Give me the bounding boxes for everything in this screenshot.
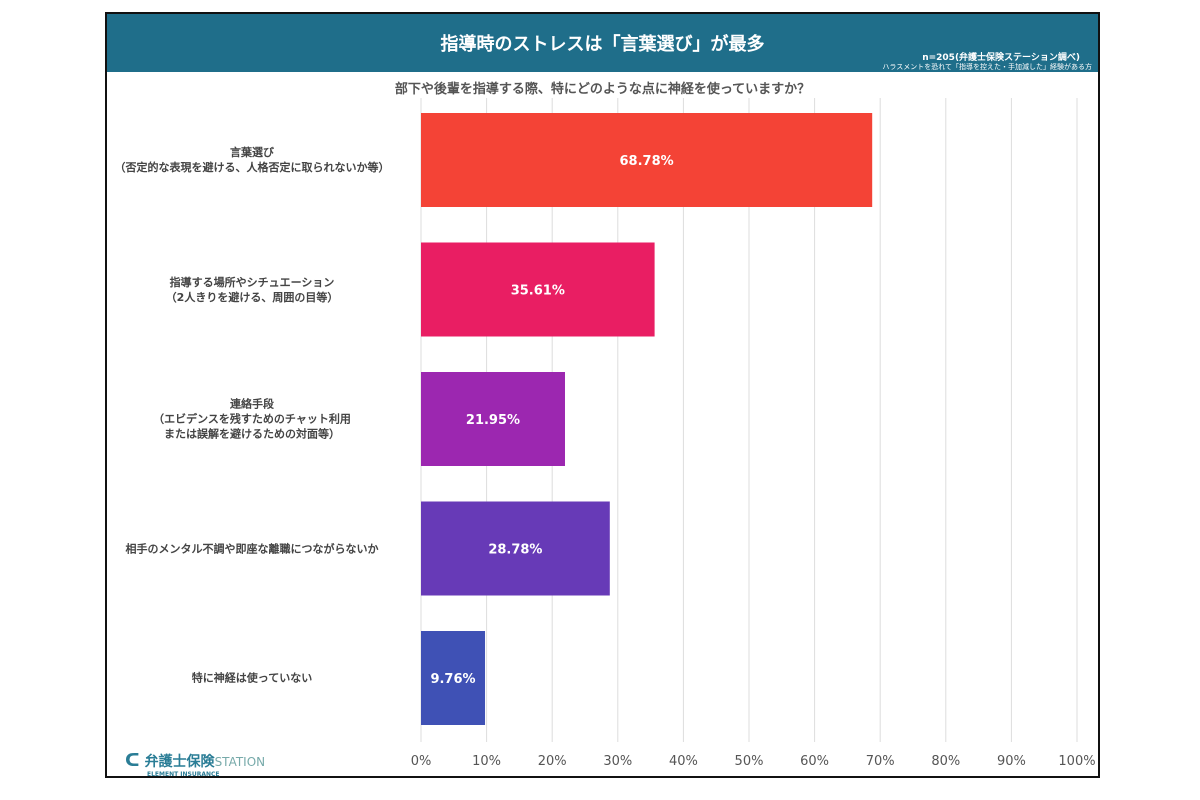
- logo-main: 弁護士保険: [144, 754, 215, 770]
- data-label: 9.76%: [430, 672, 475, 687]
- category-label: 相手のメンタル不調や即座な離職につながらないか: [92, 541, 412, 556]
- category-label-line: （2人きりを避ける、周囲の目等）: [165, 290, 339, 304]
- x-tick-label: 50%: [735, 754, 764, 769]
- category-label: 指導する場所やシチュエーション （2人きりを避ける、周囲の目等）: [92, 275, 412, 305]
- x-tick-label: 0%: [411, 754, 432, 769]
- category-label-line: 相手のメンタル不調や即座な離職につながらないか: [125, 542, 379, 555]
- category-label: 特に神経は使っていない: [92, 671, 412, 686]
- x-tick-label: 100%: [1058, 754, 1095, 769]
- data-label: 28.78%: [488, 543, 542, 558]
- logo: ᑕ 弁護士保険STATION ELEMENT INSURANCE: [125, 750, 265, 778]
- category-label-line: 特に神経は使っていない: [191, 671, 313, 685]
- bar: [421, 113, 873, 207]
- x-tick-label: 40%: [669, 754, 698, 769]
- category-label-line: 言葉選び: [230, 146, 274, 159]
- page-title: 指導時のストレスは「言葉選び」が最多: [440, 34, 765, 55]
- category-label-line: 指導する場所やシチュエーション: [169, 275, 335, 289]
- sample-size: n=205(弁護士保険ステーション調べ): [922, 53, 1080, 63]
- x-tick-label: 70%: [866, 754, 895, 769]
- x-tick-label: 60%: [800, 754, 829, 769]
- category-label-line: 連絡手段: [230, 397, 274, 411]
- logo-icon: ᑕ: [125, 750, 140, 771]
- header: 指導時のストレスは「言葉選び」が最多 n=205(弁護士保険ステーション調べ) …: [107, 14, 1098, 72]
- data-label: 21.95%: [466, 413, 520, 428]
- bar: [421, 242, 655, 337]
- x-tick-label: 30%: [603, 754, 632, 769]
- category-label-line: または誤解を避けるための対面等）: [164, 427, 340, 441]
- logo-sub: ELEMENT INSURANCE: [147, 771, 220, 778]
- category-label: 連絡手段 （エビデンスを残すためのチャット利用 または誤解を避けるための対面等）: [92, 397, 412, 442]
- x-tick-label: 20%: [538, 754, 567, 769]
- subnote: ハラスメントを恐れて「指導を控えた・手加減した」経験がある方: [882, 63, 1092, 71]
- category-label-line: （否定的な表現を避ける、人格否定に取られないか等）: [114, 161, 390, 174]
- chart-title: 部下や後輩を指導する際、特にどのような点に神経を使っていますか？: [394, 82, 811, 97]
- data-label: 35.61%: [511, 284, 565, 299]
- bar: [421, 501, 610, 596]
- logo-suffix: STATION: [214, 755, 266, 769]
- data-label: 68.78%: [620, 154, 674, 169]
- category-label-line: （エビデンスを残すためのチャット利用: [153, 412, 351, 426]
- bar: [421, 631, 486, 725]
- category-label: 言葉選び （否定的な表現を避ける、人格否定に取られないか等）: [92, 145, 412, 175]
- x-tick-label: 90%: [997, 754, 1026, 769]
- bar: [421, 372, 565, 466]
- x-tick-label: 10%: [472, 754, 501, 769]
- x-tick-label: 80%: [931, 754, 960, 769]
